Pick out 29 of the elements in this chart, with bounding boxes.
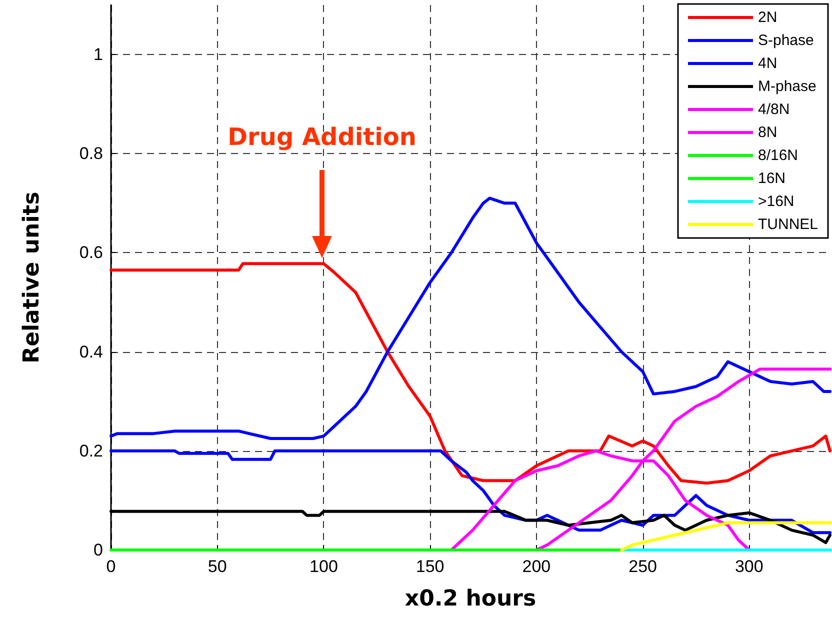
x-tick-label: 0 bbox=[106, 557, 116, 576]
line-series bbox=[620, 521, 832, 552]
legend-label: 16N bbox=[758, 170, 786, 187]
x-tick-label: 300 bbox=[734, 557, 764, 576]
x-tick-label: 50 bbox=[208, 557, 227, 576]
annotation: Drug Addition bbox=[228, 123, 416, 151]
x-tick-label: 250 bbox=[628, 557, 657, 576]
legend-label: >16N bbox=[758, 193, 794, 210]
y-axis-title: Relative units bbox=[20, 192, 44, 364]
legend-label: TUNNEL bbox=[758, 216, 818, 233]
x-tick-label: 100 bbox=[310, 557, 338, 576]
legend-label: S-phase bbox=[758, 32, 814, 49]
x-axis-title: x0.2 hours bbox=[404, 586, 536, 612]
legend-label: 4N bbox=[758, 55, 778, 72]
y-tick-label: 0.4 bbox=[79, 342, 103, 362]
y-tick-label: 0.6 bbox=[79, 243, 103, 262]
x-tick-label: 200 bbox=[522, 557, 551, 576]
legend-label: M-phase bbox=[758, 78, 816, 95]
legend-label: 8/16N bbox=[758, 147, 798, 164]
legend-label: 2N bbox=[758, 9, 778, 26]
y-tick-label: 0.2 bbox=[79, 441, 103, 460]
legend-label: 8N bbox=[758, 124, 778, 141]
y-tick-label: 1 bbox=[94, 45, 103, 64]
y-tick-label: 0.8 bbox=[79, 144, 103, 164]
x-tick-label: 150 bbox=[416, 557, 444, 576]
line-series bbox=[110, 262, 832, 485]
legend-label: 4/8N bbox=[758, 101, 790, 118]
y-tick-label: 0 bbox=[94, 540, 103, 560]
line-series bbox=[110, 196, 832, 440]
